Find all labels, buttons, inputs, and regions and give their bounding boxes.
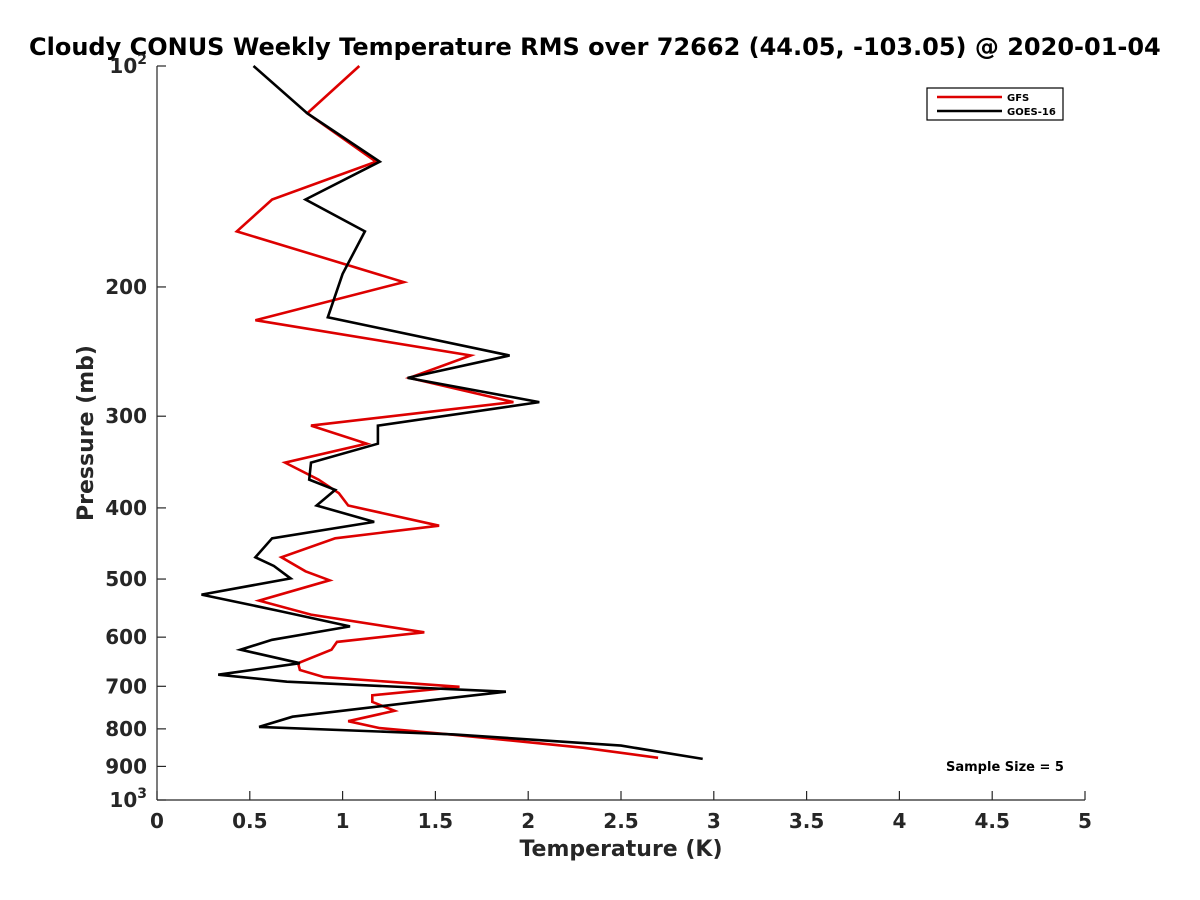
plot-area: 0 0.5 1 1.5 2 2.5 3 3.5 4 4.5 5 102 200 300 400 500 600… [105,52,1092,833]
y-tick-label: 300 [105,404,147,428]
y-tick-label: 400 [105,496,147,520]
x-ticks: 0 0.5 1 1.5 2 2.5 3 3.5 4 4.5 5 [150,791,1092,833]
legend-box [926,87,1064,121]
x-axis-label: Temperature (K) [519,837,722,862]
y-tick-label: 102 [109,52,147,78]
legend-label-goes-16: GOES-16 [1007,107,1056,118]
y-ticks: 102 200 300 400 500 600 700 800 900 103 [105,52,166,812]
y-tick-label: 600 [105,625,147,649]
x-tick-label: 5 [1078,809,1092,833]
x-tick-label: 0 [150,809,164,833]
sample-size-annotation: Sample Size = 5 [946,760,1064,775]
x-tick-label: 1.5 [418,809,453,833]
series-line-gfs [234,65,659,760]
series-lines [201,65,703,761]
y-axis-label: Pressure (mb) [74,345,99,521]
x-tick-label: 4.5 [974,809,1009,833]
x-tick-label: 1 [336,809,350,833]
y-tick-label: 900 [105,754,147,778]
y-tick-label: 200 [105,275,147,299]
y-tick-label: 103 [109,786,147,812]
x-tick-label: 0.5 [232,809,267,833]
x-tick-label: 3.5 [789,809,824,833]
y-tick-label: 700 [105,674,147,698]
chart-title: Cloudy CONUS Weekly Temperature RMS over… [29,33,1161,61]
y-tick-label: 500 [105,567,147,591]
legend-label-gfs: GFS [1007,93,1029,104]
series-line-goes-16 [201,65,703,761]
y-tick-label: 800 [105,717,147,741]
x-tick-label: 4 [892,809,906,833]
x-tick-label: 3 [707,809,721,833]
legend: GFS GOES-16 [926,87,1064,121]
x-tick-label: 2.5 [603,809,638,833]
x-tick-label: 2 [521,809,535,833]
